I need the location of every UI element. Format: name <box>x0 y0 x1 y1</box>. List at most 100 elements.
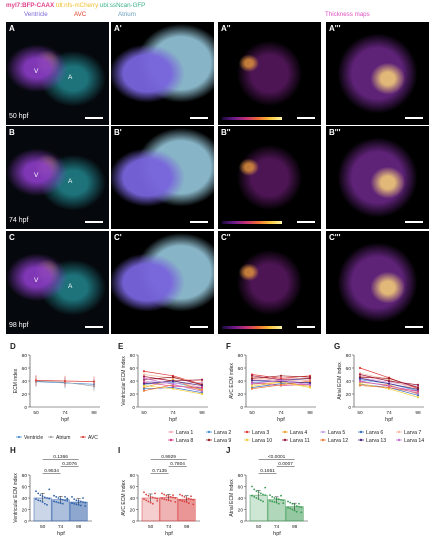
stage-label: 74 hpf <box>9 217 29 224</box>
y-tick-label: 20 <box>130 507 136 513</box>
x-axis-label: hpf <box>273 531 281 537</box>
y-tick-label: 80 <box>22 353 28 359</box>
charts-area: D 0 20 40 60 80 50 74 98 hpf ECM index E 0 20 40 60 80 50… <box>10 342 424 537</box>
legend-marker <box>397 430 401 434</box>
data-point <box>190 495 192 498</box>
data-point <box>183 500 186 503</box>
data-point <box>387 377 391 380</box>
ventricle-tag: V <box>34 277 39 284</box>
thickness-header: Thickness maps <box>325 11 370 18</box>
data-point <box>262 493 264 496</box>
image-panel-cpp: C'' <box>218 231 321 334</box>
data-point <box>84 501 87 504</box>
y-axis-label: Atrial ECM index <box>229 479 235 517</box>
data-point <box>154 497 156 499</box>
legend-marker <box>169 438 173 442</box>
x-axis-label: hpf <box>277 417 285 423</box>
y-tick-label: 0 <box>132 519 135 525</box>
scale-bar <box>297 326 315 328</box>
thickness-colorbar <box>222 326 282 329</box>
data-point <box>55 501 58 503</box>
data-point <box>41 495 44 498</box>
data-point <box>192 498 195 501</box>
y-tick-label: 60 <box>22 484 28 490</box>
y-tick-label: 60 <box>346 366 352 372</box>
data-point <box>39 499 42 502</box>
data-point <box>250 385 254 388</box>
data-point <box>250 377 254 380</box>
image-panel-app: A'' <box>218 22 321 125</box>
data-point <box>257 498 260 501</box>
data-point <box>171 383 175 386</box>
data-point <box>250 387 254 390</box>
stage-label: 50 hpf <box>9 113 29 120</box>
data-point <box>57 497 60 499</box>
data-point <box>255 490 258 492</box>
data-point <box>172 496 174 499</box>
y-axis-label: Ventricular ECM index <box>13 473 19 523</box>
atrium-tag: A <box>68 178 73 185</box>
y-tick-label: 40 <box>238 379 244 385</box>
x-tick-label: 74 <box>58 524 64 530</box>
x-tick-label: 50 <box>357 410 363 416</box>
data-point <box>142 370 146 373</box>
data-point <box>416 392 420 395</box>
legend-label: Atrium <box>56 435 70 441</box>
data-point <box>271 500 274 503</box>
y-axis-label: ECM index <box>13 368 19 393</box>
x-tick-label: 74 <box>62 410 68 416</box>
data-point <box>264 486 267 489</box>
data-point <box>163 493 166 496</box>
data-point <box>142 389 146 392</box>
data-point <box>416 388 420 391</box>
image-panel-a: A 50 hpf V A <box>6 22 109 125</box>
data-point <box>79 500 82 503</box>
data-point <box>77 504 80 506</box>
p-value-label: 0.7804 <box>170 461 185 467</box>
data-point <box>289 501 292 504</box>
data-point <box>255 497 258 499</box>
x-tick-label: 50 <box>148 524 154 530</box>
data-point <box>416 383 420 386</box>
panel-label: B <box>9 128 15 137</box>
data-point <box>287 506 289 509</box>
panel-label-h: H <box>10 446 16 455</box>
legend-label: Larva 9 <box>214 438 231 444</box>
legend-marker <box>169 430 173 434</box>
data-point <box>185 497 188 499</box>
data-point <box>259 499 262 502</box>
legend-label: Larva 7 <box>404 430 421 436</box>
x-tick-label: 50 <box>40 524 46 530</box>
y-axis-label: AVC ECM index <box>229 363 235 399</box>
data-point <box>273 497 276 499</box>
stage-label: 98 hpf <box>9 322 29 329</box>
data-point <box>416 396 420 399</box>
data-point <box>73 498 76 501</box>
data-point <box>295 505 298 507</box>
y-tick-label: 40 <box>238 496 244 502</box>
legend-marker <box>245 438 249 442</box>
data-point <box>269 494 271 497</box>
legend-label: Larva 6 <box>366 430 383 436</box>
y-tick-label: 60 <box>22 366 28 372</box>
data-point <box>289 507 292 510</box>
data-point <box>151 496 154 499</box>
data-point <box>181 499 184 502</box>
tdl-label: tdl:nfs-mCherry <box>55 2 99 9</box>
scale-bar <box>297 117 315 119</box>
data-point <box>61 498 64 501</box>
y-tick-label: 40 <box>22 379 28 385</box>
atrium-tag: A <box>68 74 73 81</box>
data-point <box>143 491 145 494</box>
data-point <box>300 506 303 509</box>
legend-label: Larva 2 <box>214 430 231 436</box>
y-tick-label: 40 <box>22 496 28 502</box>
data-point <box>48 488 51 491</box>
data-point <box>416 386 420 389</box>
image-panel-ap: A' <box>111 22 214 125</box>
data-point <box>262 500 264 503</box>
data-point <box>253 495 256 498</box>
scale-bar <box>190 117 208 119</box>
x-tick-label: 50 <box>141 410 147 416</box>
data-point <box>165 494 168 497</box>
